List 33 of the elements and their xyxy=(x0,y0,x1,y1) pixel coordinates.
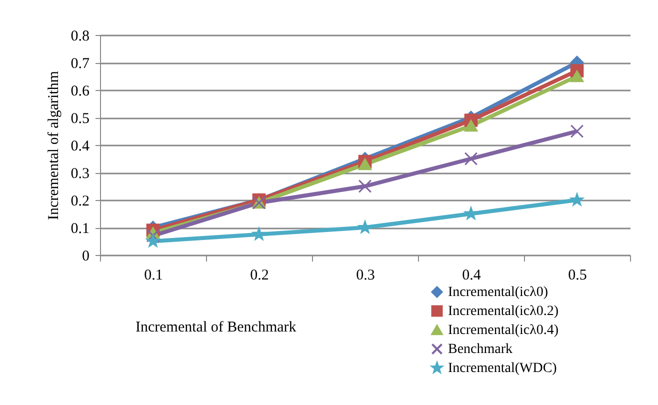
y-axis-title: Incremental of algarithm xyxy=(46,70,62,220)
point xyxy=(464,152,478,166)
point xyxy=(358,180,372,193)
x-tick-label: 0.2 xyxy=(250,268,269,284)
point xyxy=(358,220,372,234)
y-tick-label: 0.6 xyxy=(70,84,90,100)
point xyxy=(570,70,584,82)
point xyxy=(146,229,160,242)
point xyxy=(464,120,478,132)
x-tick-label: 0.1 xyxy=(144,268,163,284)
point xyxy=(252,228,266,240)
legend-label: Incremental(icλ0.4) xyxy=(448,323,559,338)
x-tick-label: 0.4 xyxy=(462,268,482,284)
y-tick-label: 0.8 xyxy=(70,28,90,44)
y-tick-label: 0.3 xyxy=(70,166,90,182)
point xyxy=(358,158,372,170)
x-tick-label: 0.5 xyxy=(568,268,587,284)
point xyxy=(146,234,160,247)
y-tick-label: 0.5 xyxy=(70,111,90,127)
y-tick-label: 0.7 xyxy=(70,56,90,72)
y-tick-label: 0.1 xyxy=(70,221,90,237)
legend-label: Incremental(icλ0.2) xyxy=(448,304,559,319)
y-tick-label: 0 xyxy=(82,248,90,264)
legend-label: Benchmark xyxy=(448,342,513,357)
point xyxy=(464,207,478,220)
legend-label: Incremental(icλ0) xyxy=(448,285,548,300)
y-tick-label: 0.2 xyxy=(70,194,90,210)
x-tick-label: 0.3 xyxy=(356,268,375,284)
y-tick-label: 0.4 xyxy=(70,138,90,154)
point xyxy=(570,124,584,138)
legend-label: Incremental(WDC) xyxy=(448,361,558,376)
x-axis-title: Incremental of Benchmark xyxy=(136,320,297,336)
point xyxy=(570,193,584,206)
